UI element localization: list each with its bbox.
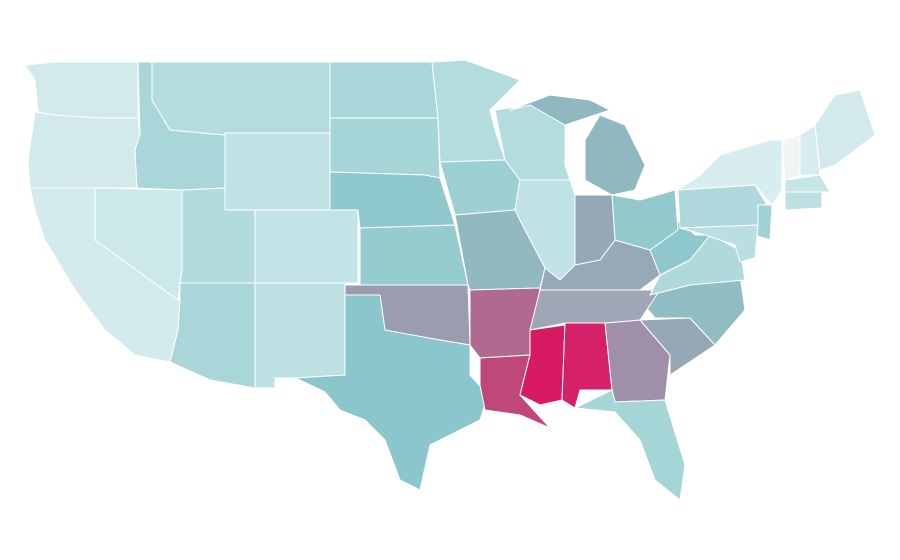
- state-region: [294, 294, 489, 491]
- state-region: [754, 204, 773, 241]
- state-region: [254, 209, 359, 284]
- state-region: [329, 117, 441, 179]
- state-region: [784, 174, 831, 193]
- state-region: [329, 61, 439, 119]
- state-region: [574, 389, 686, 501]
- state-region: [224, 132, 331, 211]
- state-region: [254, 282, 346, 389]
- state-region: [359, 224, 469, 286]
- state-region: [169, 282, 256, 389]
- state-region: [514, 179, 576, 281]
- state-region: [679, 224, 759, 263]
- state-region: [677, 184, 771, 229]
- state-region: [814, 89, 876, 171]
- state-region: [151, 61, 331, 136]
- state-region: [24, 61, 139, 119]
- state-region: [27, 111, 141, 189]
- state-region: [439, 159, 521, 216]
- state-region: [431, 59, 521, 163]
- state-region: [529, 289, 661, 331]
- state-region: [784, 191, 823, 211]
- state-region: [781, 134, 801, 181]
- state-region: [509, 94, 646, 196]
